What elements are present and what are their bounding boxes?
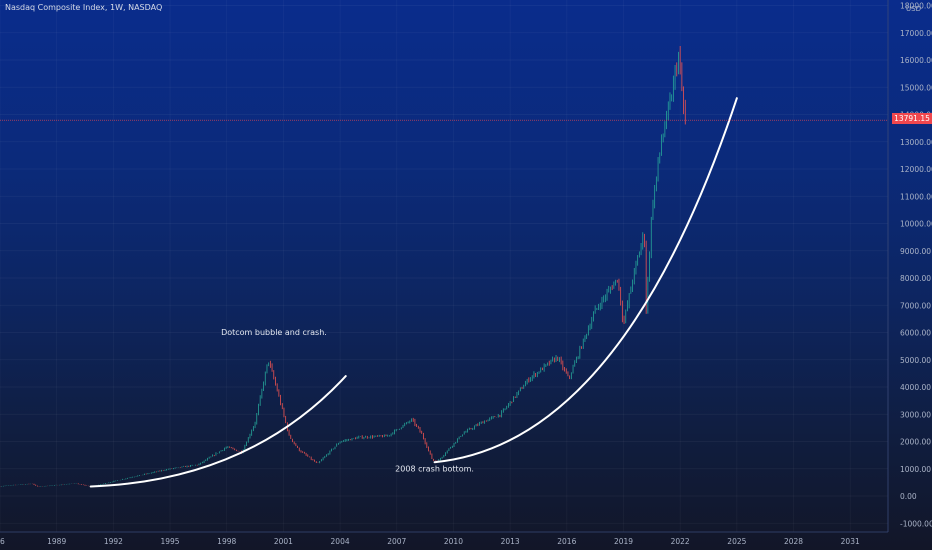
annotations: Dotcom bubble and crash. 2008 crash botto… — [221, 328, 474, 474]
x-tick-label: 86 — [0, 537, 5, 546]
x-tick-label: 2025 — [727, 537, 746, 546]
current-price-badge: 13791.15 — [892, 113, 932, 124]
x-axis[interactable]: 86 1989 1992 1995 1998 2001 2004 2007 2010 2013 20… — [0, 531, 888, 546]
y-tick-label: 9000.00 — [900, 247, 931, 256]
y-tick-label: 17000.00 — [900, 29, 932, 38]
x-tick-label: 2028 — [784, 537, 803, 546]
x-tick-label: 2013 — [501, 537, 520, 546]
y-tick-label: 11000.00 — [900, 192, 932, 201]
x-tick-label: 1989 — [47, 537, 66, 546]
y-tick-label: 7000.00 — [900, 301, 931, 310]
x-tick-label: 2010 — [444, 537, 463, 546]
x-tick-label: 1992 — [104, 537, 123, 546]
x-tick-label: 2031 — [841, 537, 860, 546]
y-tick-label: 3000.00 — [900, 410, 931, 419]
x-tick-label: 2019 — [614, 537, 633, 546]
y-tick-label: 18000.00 — [900, 2, 932, 11]
y-tick-label: 12000.00 — [900, 165, 932, 174]
price-series — [0, 46, 686, 487]
y-tick-label: 2000.00 — [900, 438, 931, 447]
chart-title: Nasdaq Composite Index, 1W, NASDAQ — [5, 3, 163, 12]
x-tick-label: 1995 — [160, 537, 179, 546]
x-tick-label: 2004 — [331, 537, 350, 546]
y-tick-label: 16000.00 — [900, 56, 932, 65]
x-tick-label: 2016 — [557, 537, 576, 546]
trend-curve — [89, 375, 347, 488]
annotation-label: Dotcom bubble and crash. — [221, 328, 327, 337]
x-tick-label: 2007 — [387, 537, 406, 546]
currency-label: USD — [906, 5, 921, 13]
y-tick-label: 0.00 — [900, 492, 917, 501]
annotation-label: 2008 crash bottom. — [395, 465, 474, 474]
y-tick-label: 13000.00 — [900, 138, 932, 147]
y-tick-label: 15000.00 — [900, 83, 932, 92]
y-tick-label: 8000.00 — [900, 274, 931, 283]
x-tick-label: 1998 — [217, 537, 236, 546]
y-tick-label: 1000.00 — [900, 465, 931, 474]
grid-lines — [0, 0, 888, 532]
y-tick-label: 6000.00 — [900, 329, 931, 338]
y-axis[interactable]: 18000.0017000.0016000.0015000.0014000.00… — [887, 0, 932, 532]
x-tick-label: 2022 — [671, 537, 690, 546]
y-tick-label: 10000.00 — [900, 220, 932, 229]
y-tick-label: 4000.00 — [900, 383, 931, 392]
trend-curves — [89, 97, 738, 488]
trend-curve — [433, 97, 738, 464]
y-tick-label: 5000.00 — [900, 356, 931, 365]
x-tick-label: 2001 — [274, 537, 293, 546]
y-tick-label: -1000.00 — [900, 519, 932, 528]
